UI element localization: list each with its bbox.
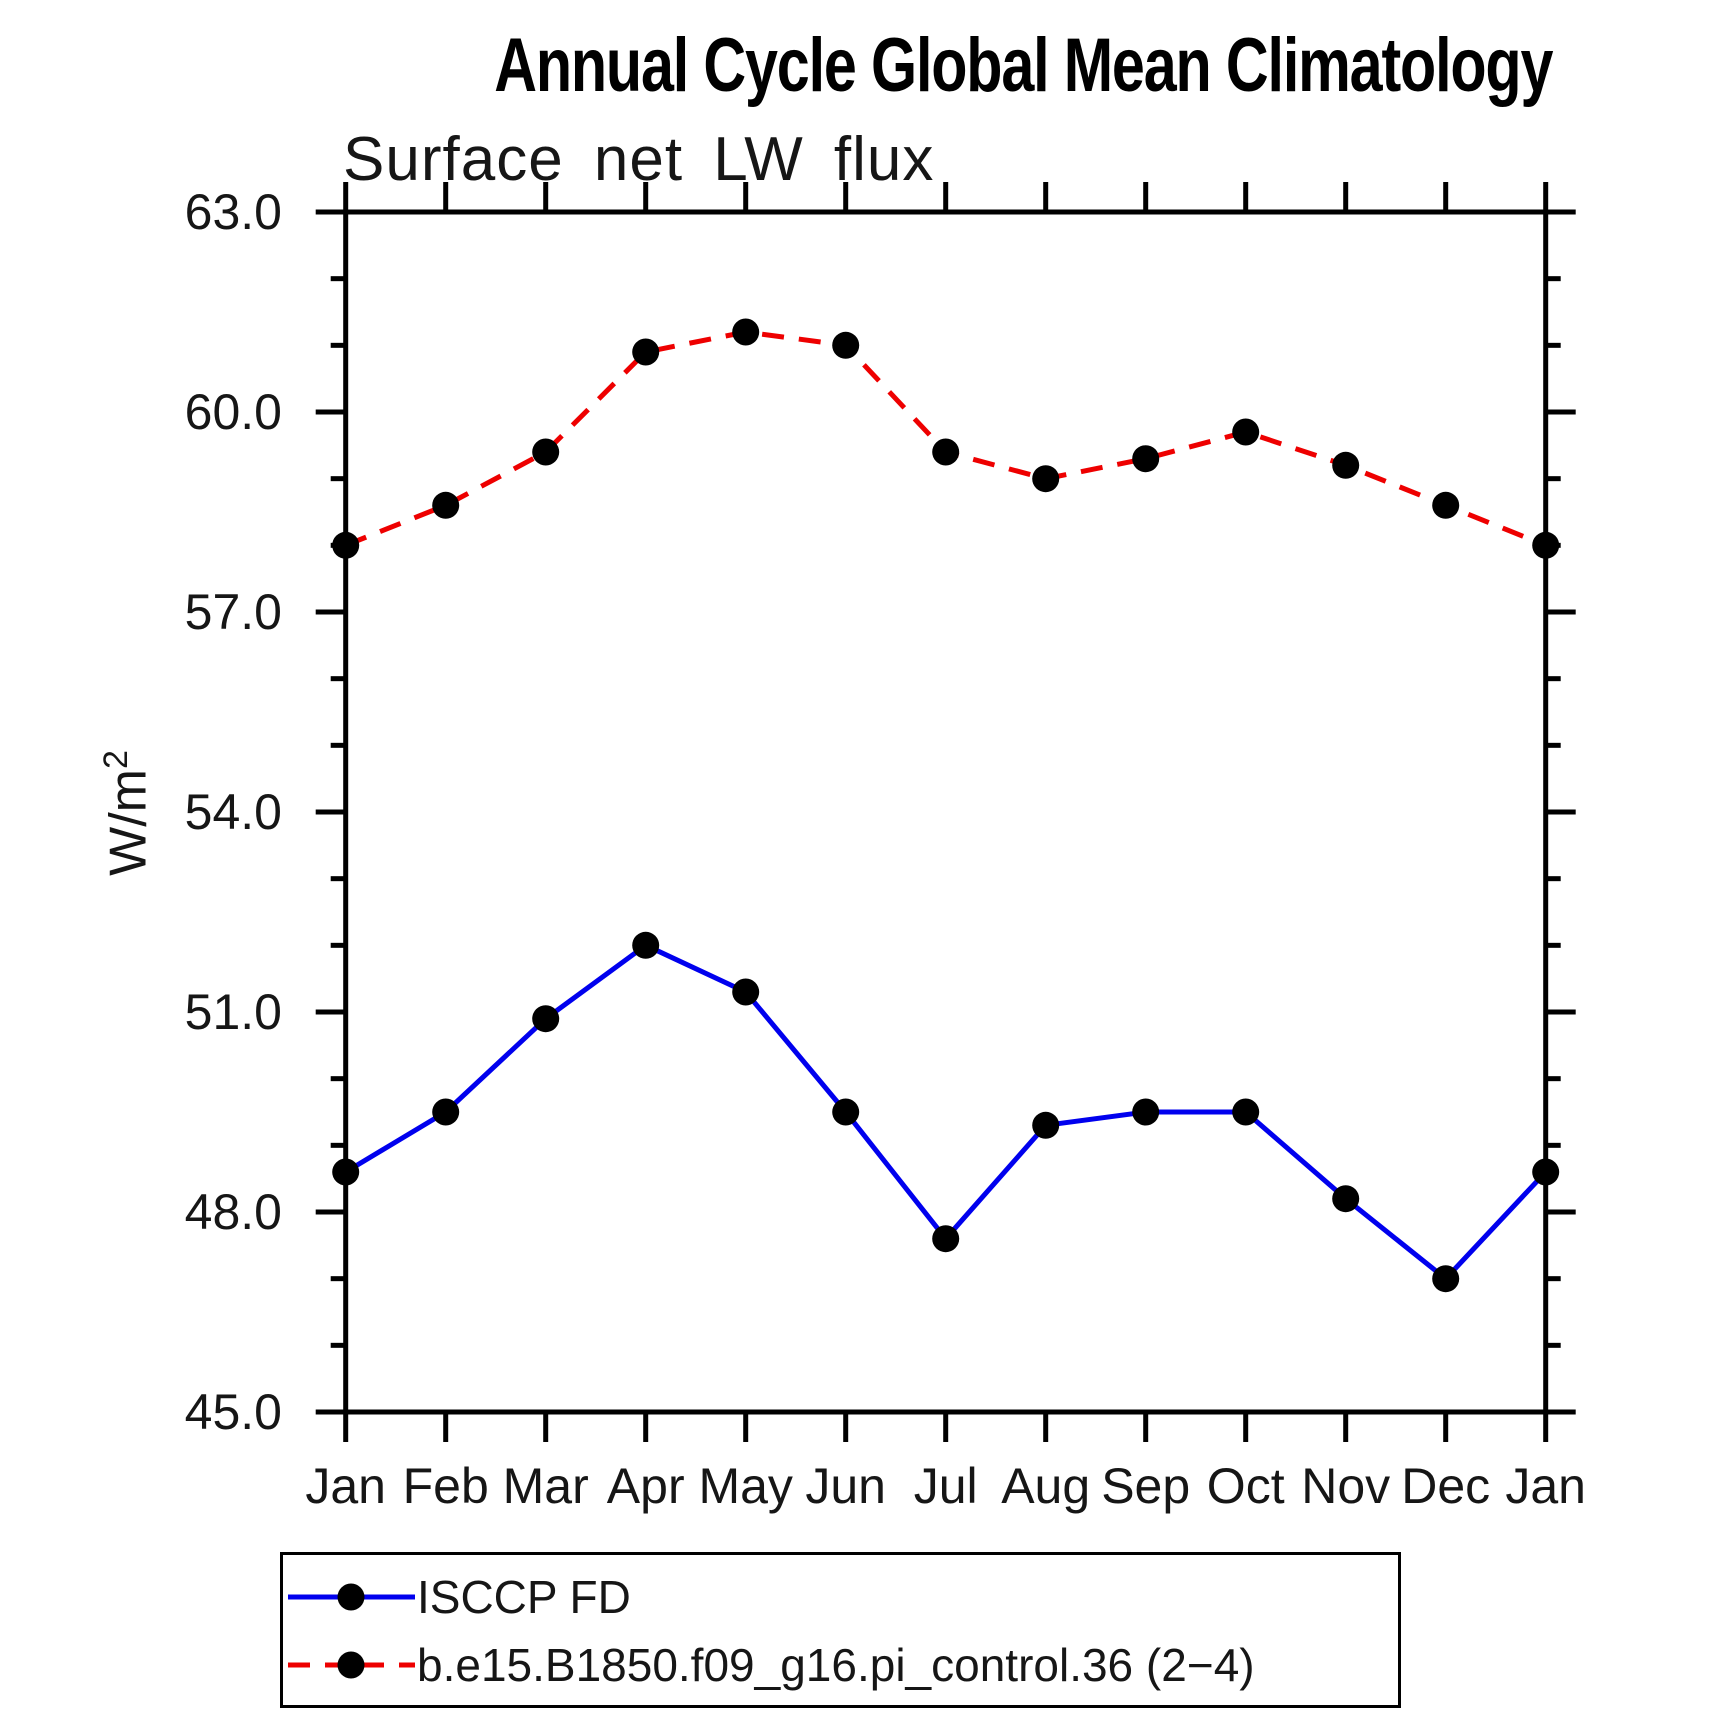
- data-point-marker: [932, 438, 960, 466]
- x-tick-label: Apr: [607, 1458, 685, 1514]
- data-point-marker: [1532, 1158, 1560, 1186]
- chart-subtitle: Surface net LW flux: [343, 125, 935, 194]
- data-point-marker: [1532, 531, 1560, 559]
- legend-entry-isccp-fd: ISCCP FD: [283, 1567, 1383, 1627]
- data-point-marker: [632, 338, 660, 366]
- data-point-marker: [532, 1005, 560, 1033]
- x-tick-label: Aug: [1001, 1458, 1090, 1514]
- x-tick-label: Jul: [914, 1458, 978, 1514]
- data-point-marker: [732, 978, 760, 1006]
- data-point-marker: [1332, 1185, 1360, 1213]
- legend-box: ISCCP FD b.e15.B1850.f09_g16.pi_control.…: [280, 1552, 1401, 1708]
- legend-label: b.e15.B1850.f09_g16.pi_control.36 (2−4): [417, 1639, 1255, 1691]
- data-point-marker: [1432, 1265, 1460, 1293]
- legend-label: ISCCP FD: [417, 1571, 631, 1623]
- chart-title: Annual Cycle Global Mean Climatology: [494, 23, 1553, 108]
- x-tick-label: Jan: [305, 1458, 386, 1514]
- legend-swatch-solid-line: [288, 1583, 415, 1611]
- x-tick-label: Jun: [805, 1458, 886, 1514]
- legend-swatch-dashed-line: [288, 1651, 415, 1679]
- data-point-marker: [632, 931, 660, 959]
- data-point-marker: [932, 1225, 960, 1253]
- y-tick-label: 54.0: [185, 784, 282, 840]
- y-tick-label: 60.0: [185, 384, 282, 440]
- data-point-marker: [832, 331, 860, 359]
- data-point-marker: [1432, 491, 1460, 519]
- y-tick-label: 57.0: [185, 584, 282, 640]
- data-point-marker: [832, 1098, 860, 1126]
- data-point-marker: [732, 318, 760, 346]
- y-tick-label: 51.0: [185, 984, 282, 1040]
- y-tick-label: 48.0: [185, 1184, 282, 1240]
- data-point-marker: [332, 1158, 360, 1186]
- data-point-marker: [332, 531, 360, 559]
- x-tick-label: Oct: [1207, 1458, 1285, 1514]
- legend-entry-model-run: b.e15.B1850.f09_g16.pi_control.36 (2−4): [283, 1635, 1383, 1695]
- data-point-marker: [532, 438, 560, 466]
- data-point-marker: [432, 491, 460, 519]
- y-tick-label: 63.0: [185, 184, 282, 240]
- legend-marker-dot-icon: [337, 1651, 365, 1679]
- x-tick-label: Dec: [1401, 1458, 1490, 1514]
- x-tick-label: May: [698, 1458, 792, 1514]
- data-point-marker: [432, 1098, 460, 1126]
- data-point-marker: [1032, 465, 1060, 493]
- x-tick-label: Jan: [1505, 1458, 1586, 1514]
- data-point-marker: [1232, 1098, 1260, 1126]
- data-point-marker: [1232, 418, 1260, 446]
- y-tick-label: 45.0: [185, 1384, 282, 1440]
- x-tick-label: Feb: [403, 1458, 489, 1514]
- data-point-marker: [1132, 1098, 1160, 1126]
- x-tick-label: Sep: [1101, 1458, 1190, 1514]
- data-point-marker: [1332, 451, 1360, 479]
- x-tick-label: Nov: [1301, 1458, 1390, 1514]
- data-point-marker: [1032, 1111, 1060, 1139]
- data-point-marker: [1132, 445, 1160, 473]
- legend-marker-dot-icon: [337, 1583, 365, 1611]
- x-tick-label: Mar: [503, 1458, 589, 1514]
